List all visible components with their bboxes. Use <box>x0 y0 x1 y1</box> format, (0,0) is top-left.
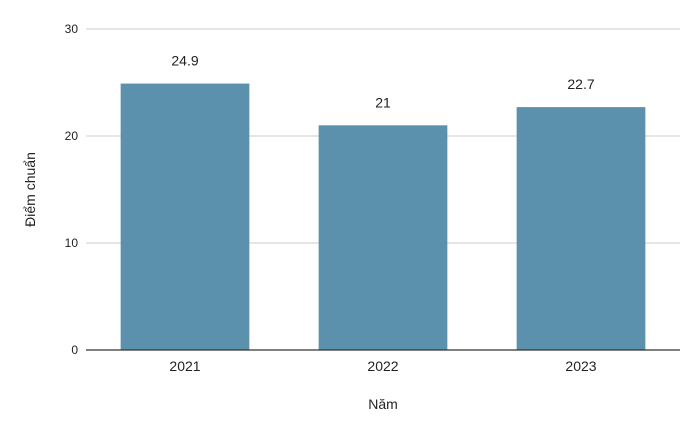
bar <box>120 83 250 350</box>
y-tick-label: 0 <box>71 343 78 357</box>
y-axis-ticks: 0 10 20 30 <box>65 22 79 357</box>
data-label: 24.9 <box>171 53 198 69</box>
x-tick-label: 2023 <box>565 358 596 374</box>
bars <box>120 83 646 350</box>
y-tick-label: 10 <box>65 236 79 250</box>
bar <box>318 125 448 350</box>
data-labels: 24.9 21 22.7 <box>171 53 594 111</box>
data-label: 22.7 <box>567 76 594 92</box>
y-tick-label: 20 <box>65 129 79 143</box>
x-axis-ticks: 2021 2022 2023 <box>169 358 596 374</box>
y-tick-label: 30 <box>65 22 79 36</box>
bar <box>516 107 646 350</box>
x-tick-label: 2022 <box>367 358 398 374</box>
data-label: 21 <box>375 94 391 110</box>
x-tick-label: 2021 <box>169 358 200 374</box>
y-axis-title: Điểm chuẩn <box>22 152 38 227</box>
x-axis-title: Năm <box>368 396 398 412</box>
